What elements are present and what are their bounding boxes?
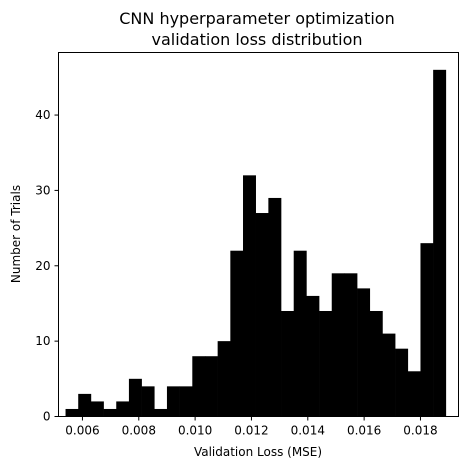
x-tick-label: 0.014 (291, 424, 325, 438)
histogram-bar (243, 175, 256, 417)
histogram-bar (382, 333, 396, 417)
histogram-bar (331, 273, 345, 417)
histogram-bar (116, 401, 130, 417)
histogram-bar (420, 243, 434, 417)
histogram-bar (230, 250, 244, 417)
y-tick-label: 0 (43, 410, 51, 424)
x-tick-label: 0.016 (347, 424, 381, 438)
y-tick-label: 10 (35, 334, 50, 348)
x-tick-label: 0.018 (403, 424, 437, 438)
x-axis-label: Validation Loss (MSE) (194, 445, 322, 459)
histogram-bar (128, 378, 142, 417)
chart-title-line-1: CNN hyperparameter optimization (119, 9, 394, 28)
y-axis-label: Number of Trials (9, 185, 23, 283)
x-axis-ticks: 0.006 0.008 0.010 0.012 0.014 0.016 0.018 (65, 416, 438, 438)
x-tick-label: 0.012 (234, 424, 268, 438)
x-tick-label: 0.006 (65, 424, 99, 438)
histogram-bar (192, 356, 206, 417)
histogram-bar (369, 310, 383, 417)
histogram-bar (154, 408, 168, 417)
histogram-bar (166, 386, 180, 417)
plot-area-frame (58, 52, 459, 417)
histogram-bar (204, 356, 218, 417)
histogram-bar (141, 386, 155, 417)
x-tick-label: 0.008 (122, 424, 156, 438)
chart-title-line-2: validation loss distribution (151, 30, 362, 49)
histogram-bar (65, 408, 79, 417)
histogram-bar (344, 273, 358, 417)
histogram-bar (255, 213, 269, 417)
histogram-bar (306, 295, 320, 417)
histogram-bar (217, 341, 231, 417)
histogram-bar (395, 348, 409, 417)
histogram-bar (407, 371, 421, 417)
y-tick-label: 40 (35, 108, 50, 122)
histogram-bar (357, 288, 371, 417)
histogram-bar (179, 386, 193, 417)
histogram-bar (319, 310, 333, 417)
histogram-bar (433, 69, 447, 417)
y-tick-label: 20 (35, 259, 50, 273)
histogram-bar (103, 408, 117, 417)
x-tick-label: 0.010 (178, 424, 212, 438)
histogram-bar (78, 393, 92, 417)
histogram-bar (90, 401, 104, 417)
y-tick-label: 30 (35, 183, 50, 197)
histogram-bars (65, 69, 447, 417)
histogram-bar (268, 197, 282, 417)
histogram-bar (281, 310, 295, 417)
y-axis-ticks: 0 10 20 30 40 (35, 108, 59, 424)
histogram-bar (293, 250, 307, 417)
